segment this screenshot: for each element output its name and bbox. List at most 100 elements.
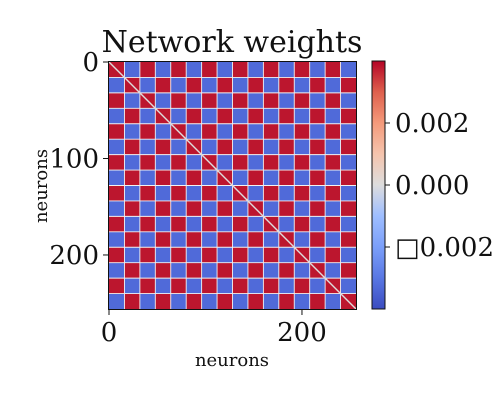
- heatmap-cell: [263, 123, 280, 140]
- heatmap-cell: [325, 262, 341, 279]
- heatmap-cell: [109, 185, 125, 202]
- heatmap-cell: [170, 185, 187, 202]
- heatmap-cell: [170, 77, 187, 94]
- heatmap-cell: [309, 62, 326, 78]
- heatmap-cell: [139, 278, 156, 294]
- heatmap-cell: [201, 216, 218, 233]
- heatmap-cell: [124, 139, 141, 156]
- x-axis-label: neurons: [195, 350, 269, 371]
- heatmap-cell: [340, 185, 357, 202]
- heatmap-cell: [325, 231, 341, 248]
- heatmap-cell: [263, 185, 280, 202]
- heatmap-cell: [325, 216, 341, 233]
- heatmap-cells: [109, 62, 357, 310]
- heatmap-cell: [201, 123, 218, 140]
- heatmap-cell: [109, 154, 125, 171]
- heatmap-cell: [294, 200, 311, 217]
- heatmap-cell: [170, 62, 187, 78]
- heatmap-cell: [294, 216, 311, 233]
- heatmap-cell: [217, 278, 233, 294]
- heatmap-cell: [325, 170, 341, 186]
- heatmap-cell: [232, 278, 249, 294]
- heatmap-cell: [186, 185, 203, 202]
- heatmap-cell: [247, 247, 264, 264]
- heatmap-cell: [263, 200, 280, 217]
- heatmap-cell: [170, 170, 187, 186]
- heatmap-cell: [124, 231, 141, 248]
- heatmap-cell: [201, 262, 218, 279]
- heatmap-cell: [186, 108, 203, 125]
- heatmap-cell: [278, 247, 295, 264]
- heatmap-cell: [309, 278, 326, 294]
- heatmap-cell: [309, 123, 326, 140]
- heatmap-cell: [340, 216, 357, 233]
- heatmap-cell: [201, 62, 218, 78]
- heatmap-cell: [139, 231, 156, 248]
- heatmap-cell: [247, 123, 264, 140]
- heatmap-cell: [325, 62, 341, 78]
- x-axis-ticks: 0 200: [101, 309, 327, 348]
- diagonal-line: [108, 61, 357, 310]
- heatmap-cell: [247, 185, 264, 202]
- heatmap-cell: [155, 154, 172, 171]
- heatmap-cell: [340, 123, 357, 140]
- heatmap-cell: [294, 278, 311, 294]
- heatmap-cell: [294, 231, 311, 248]
- heatmap-cell: [232, 154, 249, 171]
- heatmap-cell: [139, 108, 156, 125]
- heatmap-cell: [186, 92, 203, 109]
- heatmap-cell: [139, 200, 156, 217]
- heatmap-cell: [247, 77, 264, 94]
- heatmap-cell: [263, 139, 280, 156]
- heatmap-cell: [340, 139, 357, 156]
- heatmap-cell: [186, 262, 203, 279]
- heatmap-cell: [263, 278, 280, 294]
- heatmap-cell: [232, 170, 249, 186]
- heatmap-cell: [201, 293, 218, 310]
- heatmap-cell: [294, 170, 311, 186]
- heatmap-cell: [325, 247, 341, 264]
- heatmap-cell: [139, 247, 156, 264]
- heatmap-cell: [309, 92, 326, 109]
- colorbar-tick-label: 0.000: [395, 171, 469, 201]
- colorbar-tick-label: 0.002: [395, 109, 469, 139]
- heatmap-cell: [340, 77, 357, 94]
- heatmap-cell: [340, 154, 357, 171]
- heatmap-cell: [263, 154, 280, 171]
- heatmap-cell: [201, 77, 218, 94]
- heatmap-cell: [124, 170, 141, 186]
- y-tick-label: 100: [49, 144, 99, 174]
- heatmap-cell: [325, 293, 341, 310]
- heatmap-cell: [278, 154, 295, 171]
- heatmap-cell: [294, 185, 311, 202]
- heatmap-cell: [217, 200, 233, 217]
- heatmap-cell: [232, 62, 249, 78]
- heatmap-cell: [217, 262, 233, 279]
- heatmap-cell: [170, 200, 187, 217]
- heatmap-cell: [186, 170, 203, 186]
- heatmap-cell: [263, 77, 280, 94]
- heatmap-cell: [309, 200, 326, 217]
- heatmap-cell: [124, 108, 141, 125]
- heatmap-cell: [155, 231, 172, 248]
- heatmap-cell: [340, 231, 357, 248]
- heatmap-cell: [340, 278, 357, 294]
- heatmap-cell: [325, 185, 341, 202]
- heatmap-cell: [155, 247, 172, 264]
- heatmap-cell: [217, 77, 233, 94]
- heatmap-cell: [247, 92, 264, 109]
- heatmap-cell: [278, 262, 295, 279]
- heatmap-cell: [309, 216, 326, 233]
- heatmap-cell: [124, 293, 141, 310]
- heatmap-cell: [263, 62, 280, 78]
- heatmap-cell: [170, 92, 187, 109]
- heatmap-cell: [124, 62, 141, 78]
- heatmap-cell: [201, 139, 218, 156]
- heatmap-cell: [232, 108, 249, 125]
- heatmap-cell: [278, 293, 295, 310]
- heatmap-cell: [109, 278, 125, 294]
- heatmap-cell: [309, 185, 326, 202]
- heatmap-cell: [170, 278, 187, 294]
- heatmap-cell: [217, 139, 233, 156]
- heatmap-cell: [109, 139, 125, 156]
